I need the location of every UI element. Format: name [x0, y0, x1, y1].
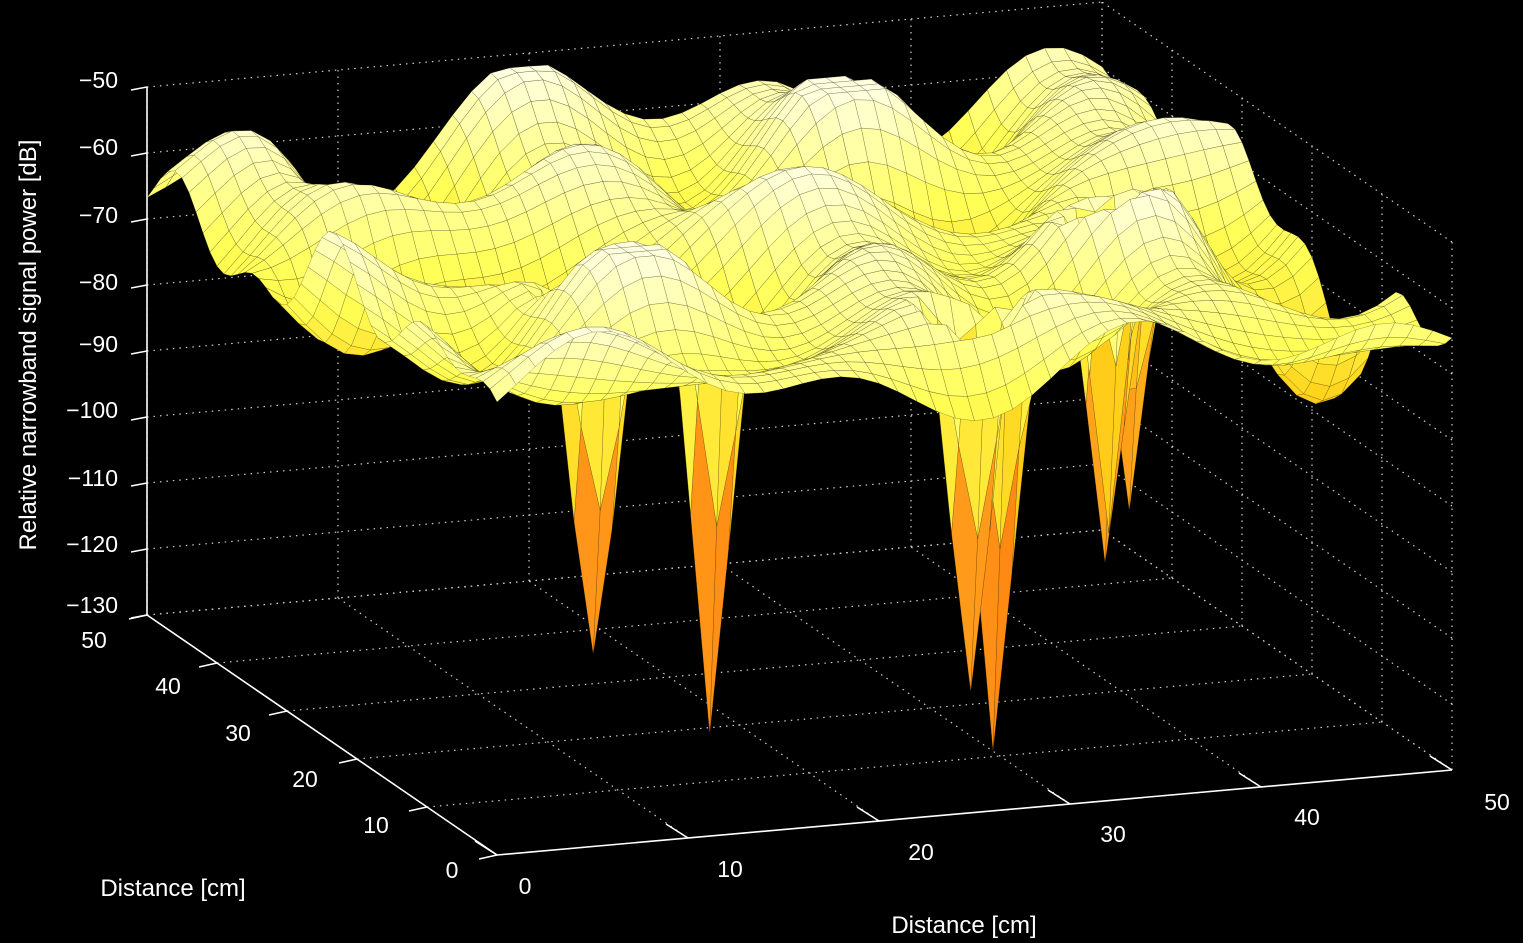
z-tick-label: −120 [66, 531, 118, 557]
x-axis-label: Distance [cm] [891, 912, 1036, 939]
z-tick-label: −90 [79, 331, 118, 357]
x-tick-mark [1238, 772, 1262, 788]
z-tick-label: −70 [79, 202, 118, 228]
x-tick-mark [665, 823, 689, 839]
back-wall-grid-line [146, 1, 1103, 88]
y-tick-mark [478, 854, 498, 860]
floor-grid-line [286, 625, 1243, 712]
y-tick-mark [128, 614, 148, 620]
x-tick-label: 30 [1100, 821, 1126, 847]
side-wall-grid-line [1101, 529, 1453, 771]
z-axis-label: Relative narrowband signal power [dB] [15, 140, 42, 551]
floor-grid-line [216, 577, 1173, 664]
y-tick-label: 50 [81, 627, 107, 653]
y-tick-mark [198, 662, 218, 668]
x-tick-mark [856, 806, 880, 822]
y-tick-label: 10 [363, 812, 389, 838]
y-tick-mark [268, 710, 288, 716]
z-tick-label: −60 [79, 134, 118, 160]
z-tick-mark [130, 482, 148, 487]
z-tick-mark [130, 152, 148, 157]
z-tick-label: −50 [79, 67, 118, 93]
y-tick-label: 0 [446, 857, 459, 883]
x-tick-label: 0 [519, 873, 532, 899]
side-wall-grid-line [1101, 397, 1453, 639]
surface-mesh [146, 47, 1453, 752]
z-tick-label: −80 [79, 269, 118, 295]
surface-patch [146, 175, 174, 198]
floor-grid-line [356, 673, 1313, 760]
z-tick-mark [130, 548, 148, 553]
y-tick-label: 40 [155, 673, 181, 699]
tick-marks [128, 86, 1453, 860]
x-tick-label: 50 [1484, 789, 1510, 815]
y-tick-mark [338, 758, 358, 764]
x-axis-line [496, 769, 1453, 856]
y-axis-line [146, 614, 498, 856]
floor-grid-line [719, 563, 1071, 805]
y-tick-mark [408, 806, 428, 812]
x-tick-label: 20 [908, 839, 934, 865]
y-axis-label: Distance [cm] [100, 875, 245, 902]
z-tick-mark [130, 86, 148, 91]
z-tick-mark [130, 350, 148, 355]
z-tick-label: −110 [68, 465, 118, 491]
x-tick-mark [474, 840, 498, 856]
z-tick-mark [130, 218, 148, 223]
x-tick-mark [1429, 755, 1453, 771]
x-tick-label: 10 [717, 856, 743, 882]
y-tick-label: 20 [292, 766, 318, 792]
floor-grid-line [426, 721, 1383, 808]
floor-grid-line [337, 597, 689, 839]
x-tick-label: 40 [1294, 804, 1320, 830]
floor-grid-line [1101, 529, 1453, 771]
x-tick-mark [1047, 789, 1071, 805]
side-wall-grid-line [1101, 463, 1453, 705]
surface-patch [1425, 330, 1453, 344]
y-tick-label: 30 [225, 720, 251, 746]
z-tick-mark [130, 284, 148, 289]
z-tick-mark [130, 416, 148, 421]
z-tick-label: −100 [66, 397, 118, 423]
z-tick-label: −130 [66, 592, 118, 618]
